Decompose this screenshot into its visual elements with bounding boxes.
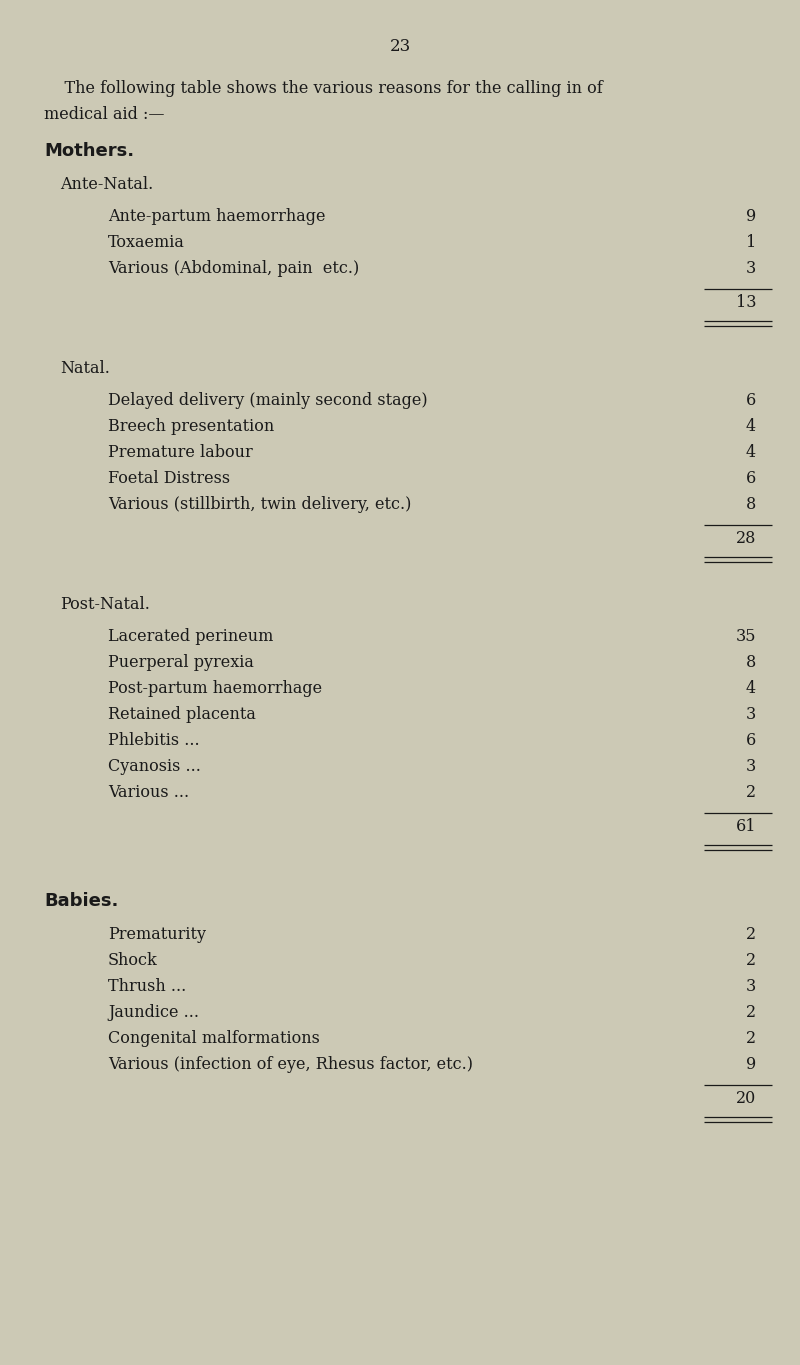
Text: 35: 35 [735,628,756,646]
Text: Phlebitis ...: Phlebitis ... [108,732,200,749]
Text: Natal.: Natal. [60,360,110,377]
Text: 4: 4 [746,680,756,698]
Text: 6: 6 [746,392,756,410]
Text: 8: 8 [746,495,756,513]
Text: 23: 23 [390,38,410,55]
Text: Foetal Distress: Foetal Distress [108,470,230,487]
Text: 3: 3 [746,977,756,995]
Text: Various (stillbirth, twin delivery, etc.): Various (stillbirth, twin delivery, etc.… [108,495,411,513]
Text: Ante-partum haemorrhage: Ante-partum haemorrhage [108,207,326,225]
Text: Toxaemia: Toxaemia [108,233,185,251]
Text: 2: 2 [746,1005,756,1021]
Text: 4: 4 [746,444,756,461]
Text: 9: 9 [746,207,756,225]
Text: Puerperal pyrexia: Puerperal pyrexia [108,654,254,672]
Text: Congenital malformations: Congenital malformations [108,1031,320,1047]
Text: 2: 2 [746,784,756,801]
Text: Retained placenta: Retained placenta [108,706,256,723]
Text: Thrush ...: Thrush ... [108,977,186,995]
Text: Babies.: Babies. [44,891,118,910]
Text: Breech presentation: Breech presentation [108,418,274,435]
Text: 20: 20 [736,1091,756,1107]
Text: 3: 3 [746,706,756,723]
Text: Post-partum haemorrhage: Post-partum haemorrhage [108,680,322,698]
Text: 1: 1 [746,233,756,251]
Text: 2: 2 [746,1031,756,1047]
Text: Various (Abdominal, pain  etc.): Various (Abdominal, pain etc.) [108,259,359,277]
Text: 3: 3 [746,758,756,775]
Text: medical aid :—: medical aid :— [44,106,165,123]
Text: Shock: Shock [108,951,158,969]
Text: 28: 28 [736,530,756,547]
Text: Ante-Natal.: Ante-Natal. [60,176,154,192]
Text: 6: 6 [746,732,756,749]
Text: Cyanosis ...: Cyanosis ... [108,758,201,775]
Text: Various (infection of eye, Rhesus factor, etc.): Various (infection of eye, Rhesus factor… [108,1057,473,1073]
Text: Post-Natal.: Post-Natal. [60,597,150,613]
Text: Premature labour: Premature labour [108,444,253,461]
Text: 2: 2 [746,951,756,969]
Text: Jaundice ...: Jaundice ... [108,1005,199,1021]
Text: 2: 2 [746,925,756,943]
Text: 13: 13 [735,293,756,311]
Text: 6: 6 [746,470,756,487]
Text: Mothers.: Mothers. [44,142,134,160]
Text: Prematurity: Prematurity [108,925,206,943]
Text: Various ...: Various ... [108,784,189,801]
Text: The following table shows the various reasons for the calling in of: The following table shows the various re… [44,81,602,97]
Text: Delayed delivery (mainly second stage): Delayed delivery (mainly second stage) [108,392,428,410]
Text: 8: 8 [746,654,756,672]
Text: 61: 61 [735,818,756,835]
Text: Lacerated perineum: Lacerated perineum [108,628,274,646]
Text: 3: 3 [746,259,756,277]
Text: 9: 9 [746,1057,756,1073]
Text: 4: 4 [746,418,756,435]
